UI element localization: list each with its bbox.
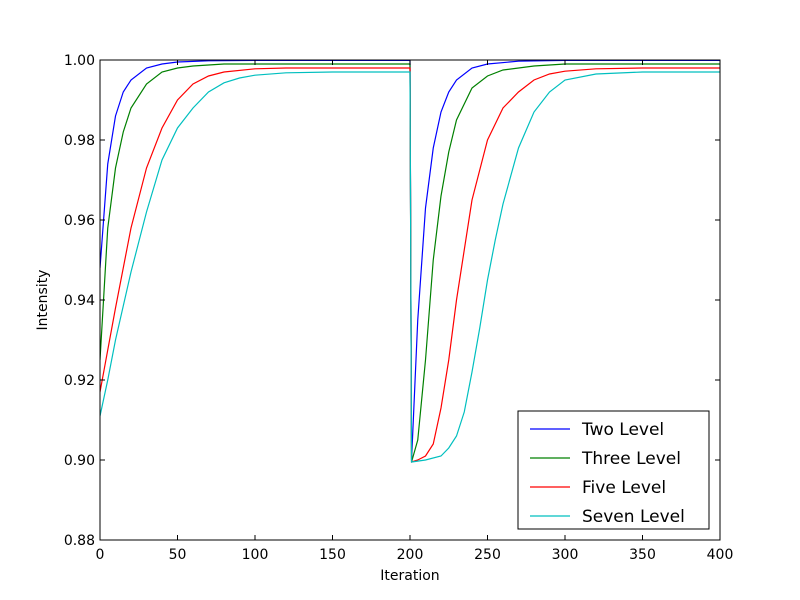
y-axis-label: Intensity — [35, 270, 51, 331]
series-layer — [100, 60, 720, 463]
legend-label: Five Level — [582, 478, 666, 498]
legend-label: Three Level — [581, 449, 681, 469]
y-tick-label: 0.90 — [64, 453, 95, 469]
legend-label: Seven Level — [582, 507, 685, 527]
x-tick-label: 200 — [397, 547, 424, 563]
y-axis: 0.88 0.90 0.92 0.94 0.96 0.98 1.00 — [64, 53, 720, 549]
series-line-seven-level — [100, 71, 720, 463]
x-tick-label: 300 — [552, 547, 579, 563]
legend: Two Level Three Level Five Level Seven Leve… — [517, 410, 710, 530]
x-tick-label: 0 — [96, 547, 105, 563]
legend-box — [517, 410, 710, 530]
x-axis: 0 50 100 150 200 250 300 350 400 — [96, 60, 734, 563]
x-tick-label: 250 — [474, 547, 501, 563]
x-axis-label: Iteration — [380, 568, 439, 584]
y-tick-label: 0.96 — [64, 213, 95, 229]
y-tick-label: 1.00 — [64, 53, 95, 69]
x-tick-label: 400 — [707, 547, 734, 563]
x-tick-label: 350 — [629, 547, 656, 563]
y-tick-label: 0.88 — [64, 533, 95, 549]
x-tick-label: 100 — [242, 547, 269, 563]
x-tick-label: 150 — [319, 547, 346, 563]
y-tick-label: 0.98 — [64, 133, 95, 149]
x-tick-label: 50 — [169, 547, 187, 563]
y-tick-label: 0.94 — [64, 293, 95, 309]
y-tick-label: 0.92 — [64, 373, 95, 389]
legend-label: Two Level — [581, 420, 664, 440]
series-line-five-level — [100, 67, 720, 463]
